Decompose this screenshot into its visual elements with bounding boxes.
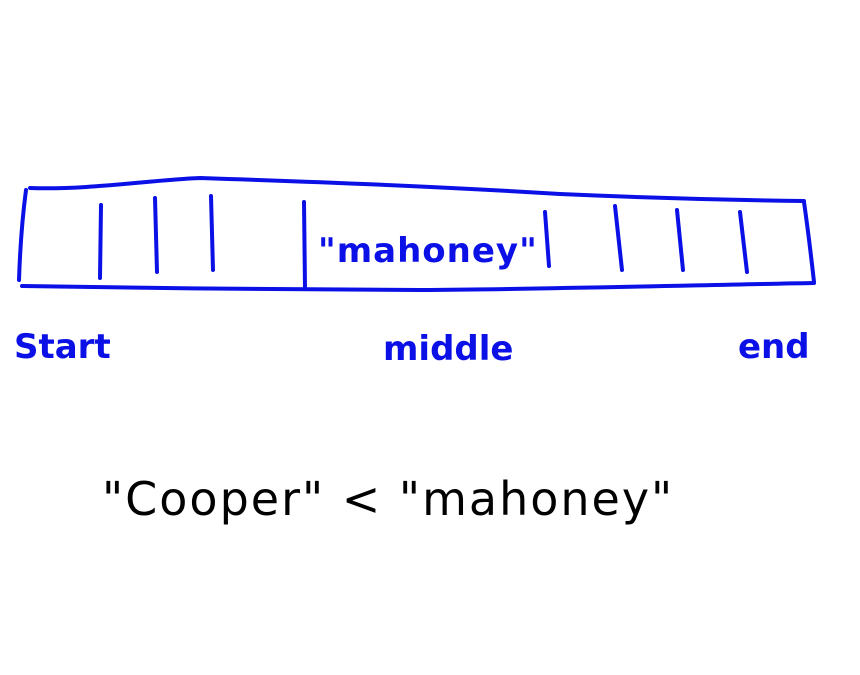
array-top-edge [28, 176, 806, 203]
array-left-edge [17, 188, 28, 282]
cell-divider [209, 194, 215, 272]
array-diagram: "mahoney" [17, 176, 816, 292]
cell-divider [675, 208, 685, 272]
cell-divider [98, 203, 103, 280]
label-middle: middle [383, 329, 513, 369]
cell-divider [738, 210, 749, 274]
cell-divider [302, 200, 307, 290]
middle-cell-value: "mahoney" [318, 231, 538, 271]
cell-divider [613, 204, 624, 272]
cell-divider [153, 196, 159, 274]
comparison-expression: "Cooper" < "mahoney" [102, 472, 674, 526]
array-right-edge [802, 200, 816, 284]
label-start: Start [14, 327, 111, 367]
array-bottom-edge [20, 281, 816, 292]
cell-divider [543, 210, 551, 268]
position-labels: Start middle end [14, 327, 810, 369]
label-end: end [738, 327, 810, 367]
